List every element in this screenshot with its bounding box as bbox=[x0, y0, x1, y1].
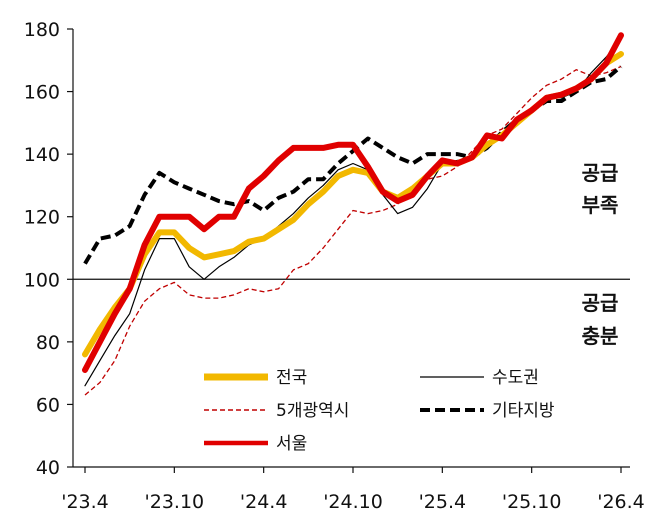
series-layer bbox=[82, 32, 624, 396]
annotation-supply-short-line1: 공급 bbox=[582, 161, 619, 185]
y-tick-label: 100 bbox=[24, 269, 60, 291]
x-tick-label: '23.4 bbox=[61, 491, 109, 513]
y-tick-label: 160 bbox=[24, 82, 60, 104]
series-line-seoul bbox=[82, 32, 624, 373]
y-tick-label: 60 bbox=[36, 394, 60, 416]
y-axis: 40 60 80 100 120 140 160 180 bbox=[24, 19, 74, 479]
legend-label-national: 전국 bbox=[276, 368, 307, 388]
y-tick-label: 140 bbox=[24, 144, 60, 166]
y-tick-label: 180 bbox=[24, 19, 60, 41]
y-tick-label: 80 bbox=[36, 332, 60, 354]
legend-label-other-regions: 기타지방 bbox=[492, 401, 555, 421]
legend-label-seoul: 서울 bbox=[276, 434, 307, 454]
annotation-supply-enough-line2: 충분 bbox=[582, 324, 619, 348]
legend-label-five-metro: 5개광역시 bbox=[276, 401, 349, 421]
x-tick-label: '24.4 bbox=[240, 491, 288, 513]
annotation-supply-enough-line1: 공급 bbox=[582, 291, 619, 315]
x-tick-label: '26.4 bbox=[597, 491, 645, 513]
x-tick-label: '23.10 bbox=[145, 491, 205, 513]
x-axis: '23.4 '23.10 '24.4 '24.10 '25.4 '25.10 '26.4 bbox=[61, 278, 645, 513]
annotation-supply-short-line2: 부족 bbox=[582, 193, 619, 217]
x-tick-label: '25.4 bbox=[419, 491, 467, 513]
y-tick-label: 120 bbox=[24, 207, 60, 229]
legend-label-capital-area: 수도권 bbox=[492, 368, 539, 388]
y-tick-label: 40 bbox=[36, 457, 60, 479]
series-line-five-metro bbox=[84, 65, 622, 396]
legend: 전국 수도권 5개광역시 기타지방 서울 bbox=[204, 368, 555, 454]
x-tick-label: '24.10 bbox=[323, 491, 383, 513]
x-tick-label: '25.10 bbox=[502, 491, 562, 513]
